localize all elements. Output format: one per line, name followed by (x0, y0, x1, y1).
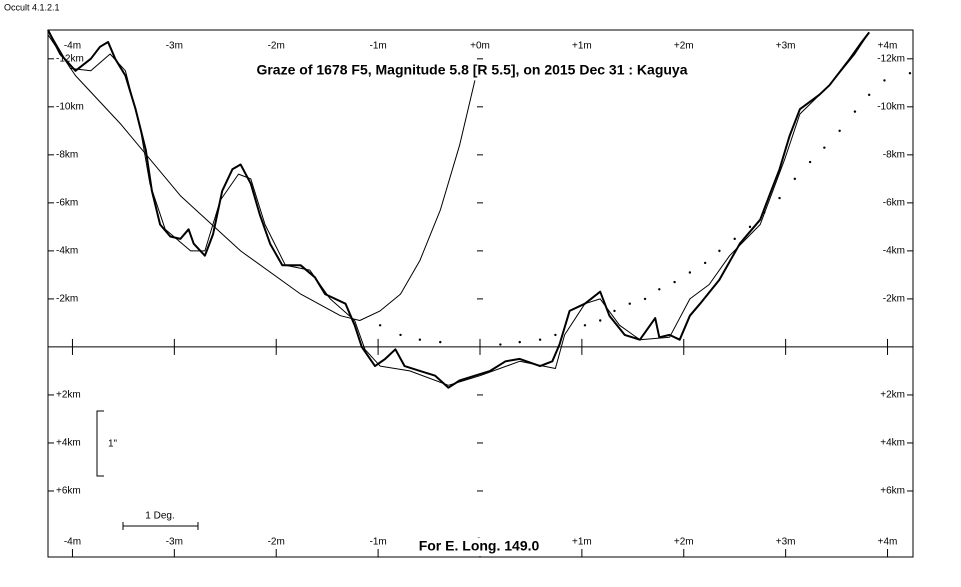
x-tick-label-top: +2m (674, 41, 694, 52)
profile-line (47, 29, 870, 389)
x-tick-label-top: -3m (166, 41, 183, 52)
y-tick-label-right: -4km (883, 246, 905, 257)
limb-point (703, 261, 707, 265)
y-tick-label-right: +4km (880, 438, 905, 449)
limb-point (838, 129, 841, 133)
limb-point (399, 333, 402, 337)
x-tick-label-top: +0m (470, 41, 490, 52)
limb-point (688, 271, 692, 274)
x-tick-label-bottom: -2m (268, 537, 285, 548)
profile-line (47, 34, 476, 321)
footer-bg (405, 538, 553, 556)
x-tick-label-bottom: +1m (572, 537, 592, 548)
limb-point (718, 249, 721, 253)
y-tick-label-left: -4km (56, 246, 78, 257)
footer-label: For E. Long. 149.0 (419, 538, 540, 554)
y-tick-label-left: -8km (56, 149, 78, 160)
arcsec-scale-label: 1" (108, 439, 118, 450)
x-tick-label-top: +3m (776, 41, 796, 52)
x-tick-label-top: -2m (268, 41, 285, 52)
x-tick-label-bottom: +4m (878, 537, 898, 548)
y-tick-label-right: +6km (880, 486, 905, 497)
limb-point (583, 324, 587, 327)
y-tick-label-left: -6km (56, 198, 78, 209)
limb-point (763, 211, 766, 214)
arcsec-scale-bar (96, 410, 104, 477)
limb-point (883, 79, 886, 82)
degree-scale-label: 1 Deg. (145, 511, 174, 522)
y-tick-label-left: +4km (56, 438, 81, 449)
y-tick-label-right: -10km (877, 101, 905, 112)
y-tick-label-left: +2km (56, 390, 81, 401)
limb-point (378, 324, 382, 327)
profile-line (47, 29, 870, 386)
x-tick-label-bottom: +2m (674, 537, 694, 548)
limb-point (748, 225, 752, 229)
chart-title: Graze of 1678 F5, Magnitude 5.8 [R 5.5],… (256, 62, 687, 78)
limb-point (643, 297, 647, 301)
degree-scale-bar (122, 522, 199, 530)
limb-point (867, 93, 871, 97)
limb-point (628, 302, 631, 305)
x-tick-label-bottom: -4m (64, 537, 81, 548)
y-tick-label-left: +6km (56, 486, 81, 497)
plot-frame (47, 29, 914, 558)
x-tick-label-top: +1m (572, 41, 592, 52)
x-tick-label-bottom: +3m (776, 537, 796, 548)
limb-point (439, 340, 442, 344)
y-tick-label-right: -2km (883, 294, 905, 305)
limb-point (518, 340, 521, 344)
x-tick-label-top: -1m (369, 41, 386, 52)
limb-point (778, 196, 781, 200)
x-tick-label-top: +4m (878, 41, 898, 52)
limb-point (908, 72, 912, 75)
limb-point (733, 237, 736, 241)
x-tick-label-bottom: -3m (166, 537, 183, 548)
x-tick-label-top: -4m (64, 41, 81, 52)
limb-point (808, 160, 812, 164)
limb-point (538, 338, 542, 341)
limb-point (554, 333, 557, 337)
limb-point (658, 288, 661, 291)
y-tick-label-right: +2km (880, 390, 905, 401)
limb-point (853, 110, 857, 113)
limb-point (499, 343, 502, 346)
x-tick-label-bottom: -1m (369, 537, 386, 548)
app-title: Occult 4.1.2.1 (4, 2, 60, 12)
limb-point (793, 177, 797, 181)
y-tick-label-right: -12km (877, 53, 905, 64)
y-tick-label-right: -8km (883, 149, 905, 160)
limb-point (418, 338, 422, 341)
y-tick-label-left: -12km (56, 53, 84, 64)
y-tick-label-left: -2km (56, 294, 78, 305)
y-tick-label-right: -6km (883, 198, 905, 209)
limb-point (599, 319, 602, 322)
limb-point (673, 280, 676, 284)
y-tick-label-left: -10km (56, 101, 84, 112)
limb-point (613, 309, 616, 313)
limb-point (823, 146, 826, 149)
